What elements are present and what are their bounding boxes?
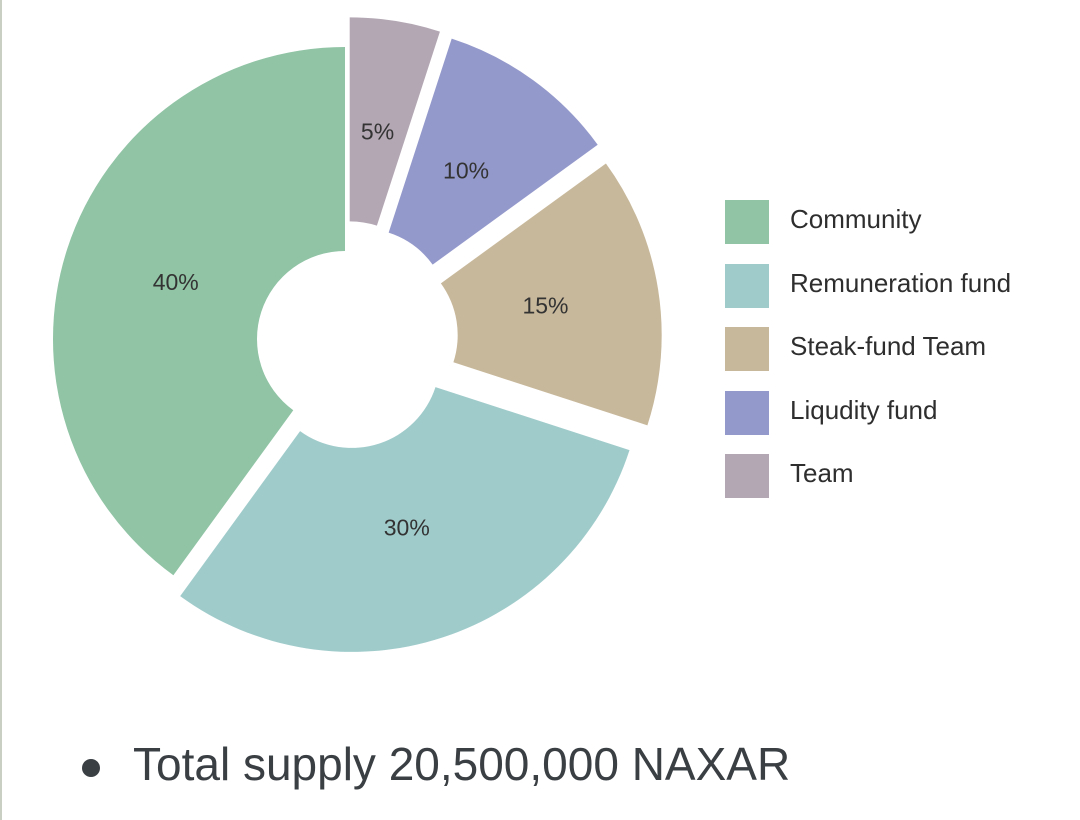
slice-label-team: 5% <box>361 119 394 145</box>
legend-swatch <box>725 200 769 244</box>
legend-item: Steak-fund Team <box>725 327 1065 371</box>
legend-label: Team <box>790 458 854 488</box>
legend-label: Remuneration fund <box>790 267 1012 298</box>
legend-swatch <box>725 263 769 308</box>
legend-item: Remuneration fund <box>725 263 1065 308</box>
legend-label: Steak-fund Team <box>790 331 987 361</box>
chart-legend: Community Remuneration fund Steak-fund Tea… <box>725 200 1065 518</box>
slice-label-liqudity-fund: 10% <box>443 157 489 183</box>
legend-item: Community <box>725 200 1065 244</box>
legend-item: Liqudity fund <box>725 390 1065 435</box>
slice-steak-fund-team <box>440 163 662 426</box>
legend-swatch <box>725 390 769 435</box>
total-supply-text: Total supply 20,500,000 NAXAR <box>133 738 791 790</box>
legend-swatch <box>725 454 769 498</box>
slice-liqudity-fund <box>388 38 598 265</box>
slice-label-remuneration-fund: 30% <box>384 514 430 540</box>
legend-swatch <box>725 327 769 371</box>
legend-label: Community <box>790 204 922 234</box>
bullet-icon <box>82 759 100 777</box>
slice-label-community: 40% <box>153 269 199 295</box>
slice-community <box>52 47 345 576</box>
slice-remuneration-fund <box>180 387 630 652</box>
slice-label-steak-fund-team: 15% <box>522 292 568 318</box>
left-border-line <box>0 0 2 820</box>
legend-item: Team <box>725 454 1065 498</box>
slice-team <box>349 17 440 226</box>
legend-label: Liqudity fund <box>790 394 938 425</box>
donut-chart: 40% 30% 15% 10% 5% <box>52 17 662 652</box>
